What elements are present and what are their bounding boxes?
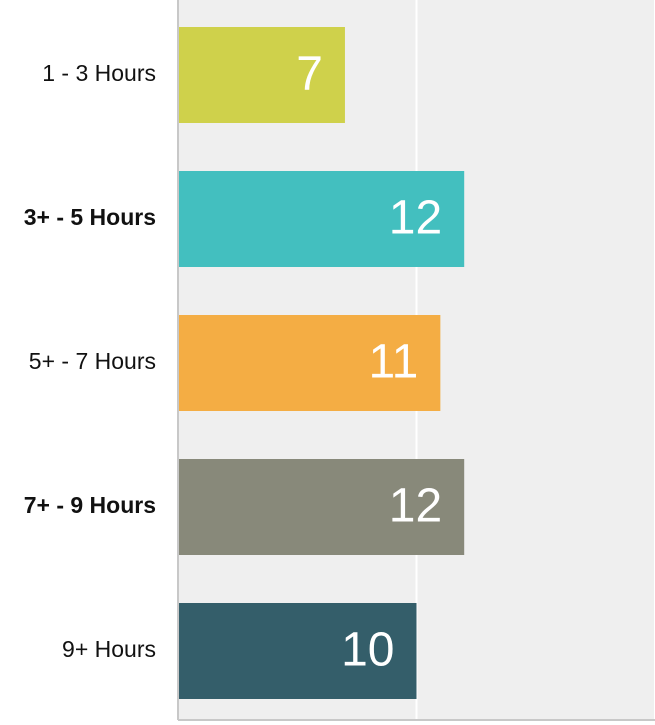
- y-tick-label: 1 - 3 Hours: [42, 60, 156, 86]
- bar: [178, 603, 417, 699]
- bar: [178, 315, 441, 411]
- y-tick-label: 9+ Hours: [62, 636, 156, 662]
- value-label: 10: [341, 624, 394, 677]
- y-tick-label: 5+ - 7 Hours: [29, 348, 156, 374]
- bar: [178, 27, 345, 123]
- value-label: 7: [296, 48, 323, 101]
- bar: [178, 459, 465, 555]
- y-tick-label: 3+ - 5 Hours: [24, 204, 156, 230]
- value-label: 12: [389, 480, 442, 533]
- value-label: 11: [369, 336, 419, 389]
- y-tick-label: 7+ - 9 Hours: [24, 492, 156, 518]
- bar: [178, 171, 465, 267]
- value-label: 12: [389, 192, 442, 245]
